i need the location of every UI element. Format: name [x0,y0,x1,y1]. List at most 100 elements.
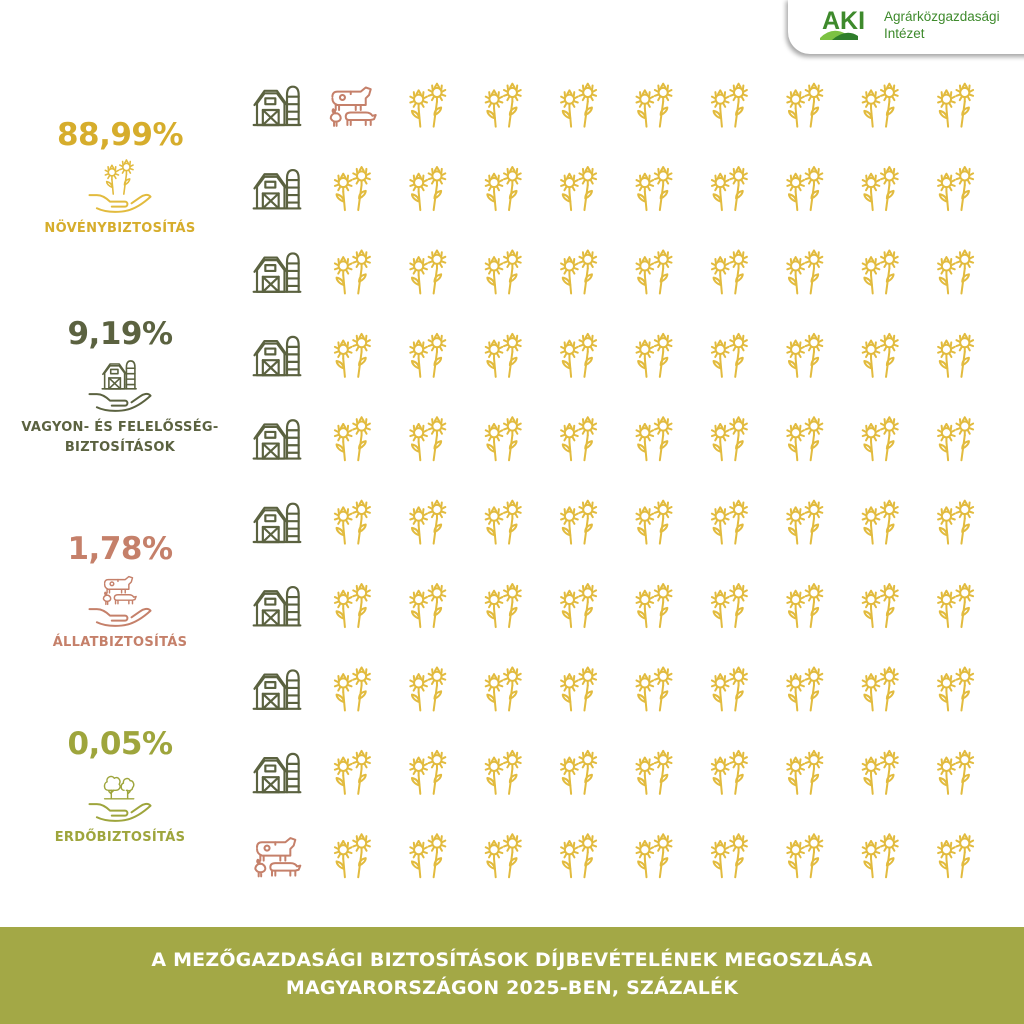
animal-percentage: 1,78% [67,531,173,567]
barn-unit-icon [252,585,302,627]
footer-title-bar: A MEZŐGAZDASÁGI BIZTOSÍTÁSOK DÍJBEVÉTELÉ… [0,927,1024,1024]
livestock-unit-icon [254,837,302,878]
sunflower-unit-icon [409,249,447,295]
sunflower-unit-icon [484,833,522,879]
sunflower-unit-icon [710,249,748,295]
sunflower-unit-icon [710,416,748,462]
sunflower-unit-icon [937,749,975,795]
sunflower-unit-icon [484,82,522,128]
sunflower-unit-icon [861,666,899,712]
sunflower-unit-icon [560,82,598,128]
sunflower-unit-icon [786,166,824,212]
sunflower-unit-icon [861,749,899,795]
sunflower-unit-icon [560,583,598,629]
sunflower-unit-icon [560,666,598,712]
footer-title-line2: MAGYARORSZÁGON 2025-BEN, SZÁZALÉK [285,977,739,999]
sunflower-unit-icon [635,583,673,629]
sunflower-unit-icon [484,332,522,378]
barn-unit-icon [252,419,302,460]
institute-name: Agrárközgazdasági Intézet [884,8,1024,42]
sunflower-unit-icon [484,249,522,295]
sunflower-unit-icon [409,332,447,378]
sunflower-unit-icon [786,332,824,378]
sunflower-unit-icon [409,416,447,462]
sunflower-unit-icon [635,332,673,378]
sunflower-unit-icon [861,416,899,462]
crop-percentage: 88,99% [56,117,184,153]
sunflower-unit-icon [333,499,371,545]
aki-logo-icon: AKI [820,7,865,40]
footer-title-line1: A MEZŐGAZDASÁGI BIZTOSÍTÁSOK DÍJBEVÉTELÉ… [151,949,873,971]
sunflower-unit-icon [937,583,975,629]
sunflower-unit-icon [937,249,975,295]
sunflower-unit-icon [635,416,673,462]
sunflower-unit-icon [409,583,447,629]
property-percentage: 9,19% [67,316,173,352]
sunflower-unit-icon [710,833,748,879]
sunflower-unit-icon [635,749,673,795]
sunflower-unit-icon [861,166,899,212]
sunflower-unit-icon [635,82,673,128]
sunflower-unit-icon [333,332,371,378]
barn-unit-icon [252,85,302,127]
property-label-line2: BIZTOSÍTÁSOK [64,440,176,455]
sunflower-unit-icon [560,249,598,295]
sunflower-unit-icon [710,666,748,712]
barn-unit-icon [252,752,302,794]
forest-percentage: 0,05% [67,726,173,762]
sunflower-unit-icon [560,833,598,879]
sunflower-unit-icon [484,416,522,462]
legend-forest: 0,05% ERDŐBIZTOSÍTÁS [10,726,230,848]
sunflower-unit-icon [861,332,899,378]
sunflower-unit-icon [786,666,824,712]
sunflower-unit-icon [786,82,824,128]
sunflower-unit-icon [937,166,975,212]
sunflower-unit-icon [333,249,371,295]
sunflower-unit-icon [484,749,522,795]
sunflower-unit-icon [710,82,748,128]
institute-name-line1: Agrárközgazdasági [884,9,1000,24]
sunflower-unit-icon [409,749,447,795]
waffle-grid [252,82,975,879]
sunflower-unit-icon [861,249,899,295]
sunflower-unit-icon [409,499,447,545]
barn-unit-icon [252,335,302,377]
sunflower-unit-icon [409,82,447,128]
sunflower-unit-icon [786,416,824,462]
sunflower-unit-icon [635,833,673,879]
sunflower-unit-icon [937,416,975,462]
sunflower-unit-icon [635,666,673,712]
sunflower-unit-icon [861,583,899,629]
sunflower-unit-icon [560,499,598,545]
sunflower-unit-icon [484,166,522,212]
sunflower-unit-icon [333,166,371,212]
barn-unit-icon [252,669,302,710]
sunflower-unit-icon [861,499,899,545]
legend-property: 9,19% VAGYON- ÉS FELELŐSSÉG- BIZTOSÍTÁSO… [10,316,230,458]
sunflower-unit-icon [635,249,673,295]
sunflower-unit-icon [937,666,975,712]
legend-animal: 1,78% ÁLLATBIZTOSÍTÁS [10,531,230,653]
barn-unit-icon [252,502,302,544]
sunflower-unit-icon [333,666,371,712]
animal-label: ÁLLATBIZTOSÍTÁS [52,635,188,650]
sunflower-unit-icon [861,82,899,128]
livestock-unit-icon [329,86,377,127]
sunflower-unit-icon [409,833,447,879]
sunflower-unit-icon [710,583,748,629]
crop-label: NÖVÉNYBIZTOSÍTÁS [44,221,196,236]
sunflower-unit-icon [409,666,447,712]
property-label-line1: VAGYON- ÉS FELELŐSSÉG- [21,420,219,435]
sunflower-unit-icon [786,499,824,545]
sunflower-unit-icon [710,332,748,378]
sunflower-unit-icon [484,666,522,712]
sunflower-unit-icon [937,332,975,378]
sunflower-unit-icon [333,749,371,795]
sunflower-unit-icon [937,82,975,128]
sunflower-unit-icon [333,416,371,462]
sunflower-unit-icon [710,166,748,212]
sunflower-unit-icon [786,749,824,795]
barn-unit-icon [252,168,302,210]
sunflower-unit-icon [710,749,748,795]
sunflower-unit-icon [635,499,673,545]
